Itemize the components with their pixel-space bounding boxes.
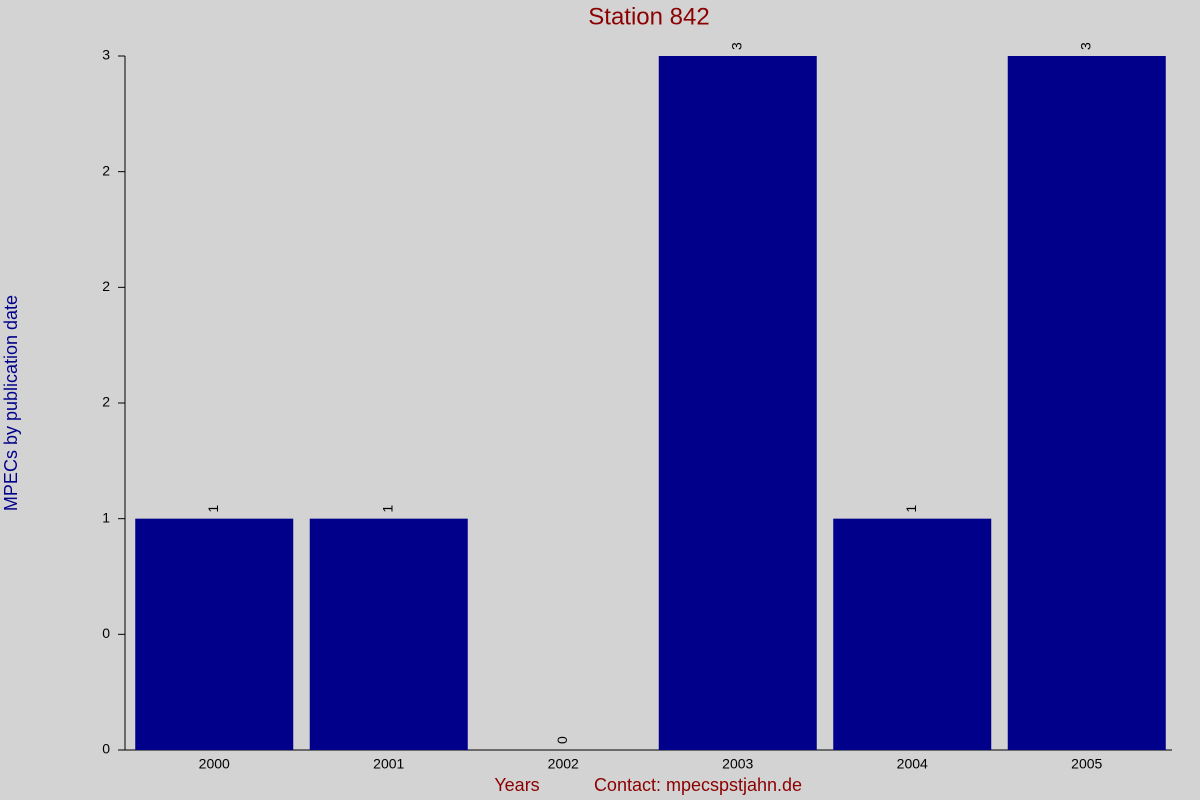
data-label: 1 (205, 505, 221, 513)
y-tick-label: 1 (102, 509, 110, 525)
y-tick-label: 2 (102, 162, 110, 178)
x-tick-label: 2002 (548, 756, 579, 772)
data-label: 1 (379, 505, 395, 513)
bar (1007, 56, 1166, 750)
y-tick-label: 0 (102, 741, 110, 757)
x-tick-label: 2001 (373, 756, 404, 772)
x-tick-label: 2004 (897, 756, 928, 772)
bar (658, 56, 817, 750)
x-tick-label: 2005 (1071, 756, 1102, 772)
x-tick-label: 2000 (199, 756, 230, 772)
y-tick-label: 2 (102, 278, 110, 294)
y-tick-label: 2 (102, 394, 110, 410)
x-tick-label: 2003 (722, 756, 753, 772)
x-axis-label: Years (494, 775, 539, 795)
y-tick-label: 3 (102, 47, 110, 63)
data-label: 3 (728, 42, 744, 50)
data-label: 0 (554, 736, 570, 744)
chart-title: Station 842 (588, 3, 709, 30)
bar (135, 518, 294, 750)
bar (833, 518, 992, 750)
footer: Contact: mpecspstjahn.de (594, 775, 802, 795)
y-axis-label: MPECs by publication date (1, 295, 21, 511)
data-label: 3 (1077, 42, 1093, 50)
data-label: 1 (903, 505, 919, 513)
bar (309, 518, 468, 750)
y-tick-label: 0 (102, 625, 110, 641)
